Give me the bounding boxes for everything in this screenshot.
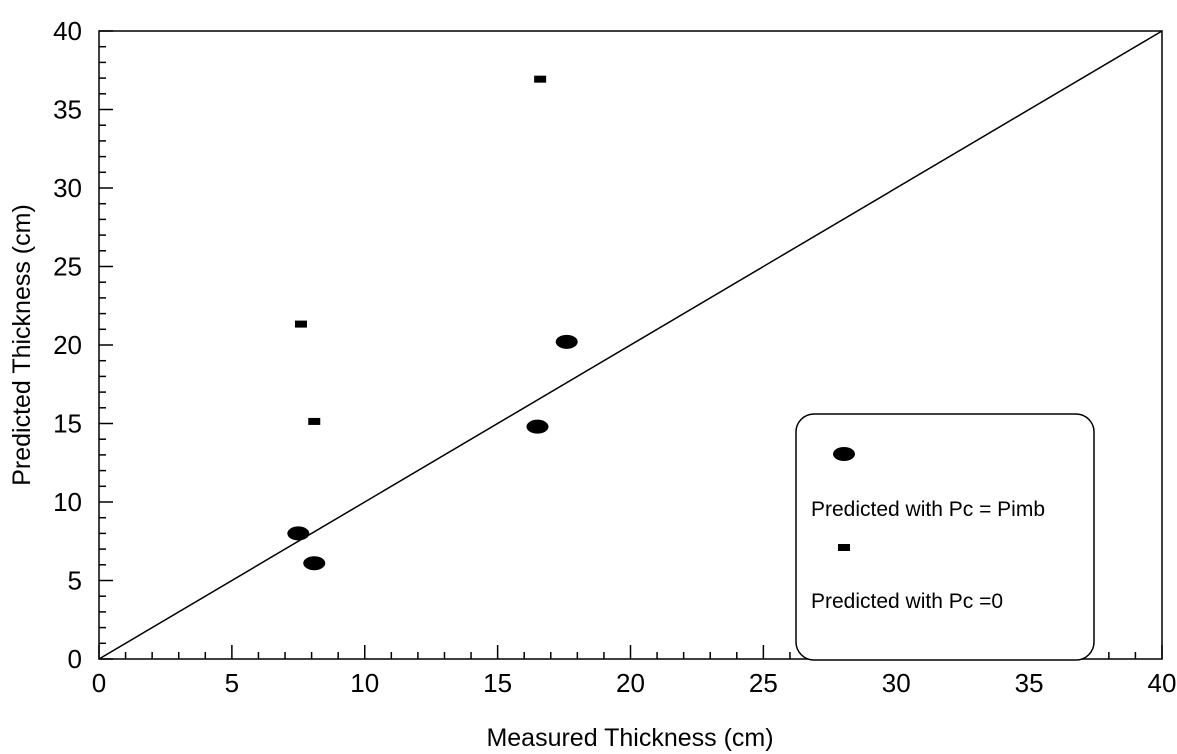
x-tick-label: 15 (483, 668, 512, 698)
legend-marker-square (838, 544, 850, 551)
reference-line-y-equals-x (98, 30, 1163, 660)
legend-label-zero: Predicted with Pc =0 (811, 590, 1003, 613)
x-tick-label: 30 (882, 668, 911, 698)
point-zero (308, 417, 321, 425)
y-tick-label: 20 (53, 330, 82, 360)
data-points (287, 75, 578, 571)
y-tick-label: 35 (53, 95, 82, 125)
y-tick-label: 30 (53, 173, 82, 203)
legend-marker-ellipse (833, 447, 855, 461)
x-axis-ticks: 0 5 10 15 20 25 30 35 40 (92, 645, 1177, 698)
y-tick-label: 0 (68, 644, 82, 674)
y-tick-label: 40 (53, 16, 82, 46)
x-tick-label: 40 (1148, 668, 1177, 698)
legend: Predicted with Pc = Pimb Predicted with … (795, 413, 1095, 661)
y-axis-ticks: 0 5 10 15 20 25 30 35 40 (53, 16, 113, 674)
point-pimb (555, 334, 578, 349)
y-tick-label: 5 (68, 566, 82, 596)
legend-box (795, 413, 1095, 661)
y-axis-title: Predicted Thickness (cm) (8, 204, 36, 486)
x-tick-label: 20 (616, 668, 645, 698)
x-tick-label: 25 (749, 668, 778, 698)
point-zero (294, 320, 307, 328)
point-pimb (526, 419, 549, 434)
x-tick-label: 5 (225, 668, 239, 698)
y-tick-label: 10 (53, 487, 82, 517)
point-pimb (303, 556, 326, 571)
y-tick-label: 25 (53, 252, 82, 282)
legend-label-pimb: Predicted with Pc = Pimb (811, 498, 1045, 521)
x-tick-label: 0 (92, 668, 106, 698)
x-tick-label: 35 (1015, 668, 1044, 698)
x-tick-label: 10 (350, 668, 379, 698)
y-tick-label: 15 (53, 409, 82, 439)
point-zero (534, 75, 547, 83)
x-axis-title: Measured Thickness (cm) (486, 724, 773, 752)
point-pimb (287, 526, 310, 541)
